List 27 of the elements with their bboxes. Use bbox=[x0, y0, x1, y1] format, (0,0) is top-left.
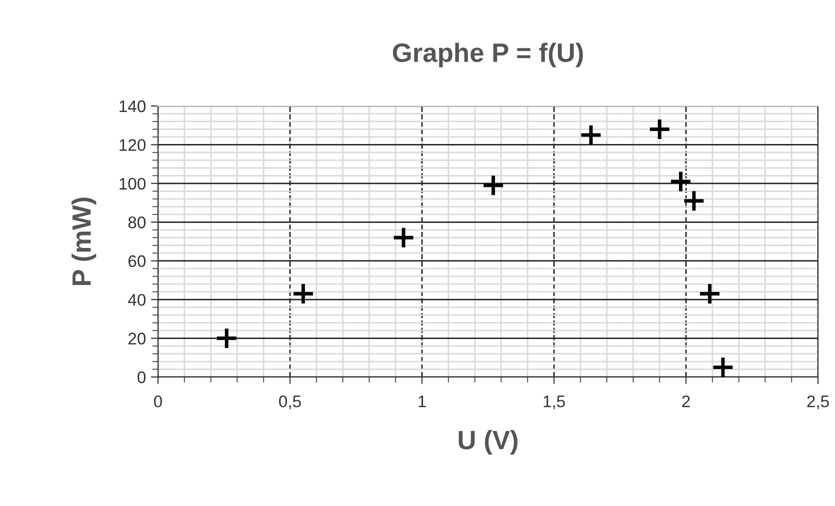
x-tick-label: 1,5 bbox=[544, 396, 565, 410]
point bbox=[580, 124, 602, 146]
y-tick-label: 120 bbox=[120, 139, 146, 151]
point bbox=[392, 226, 415, 250]
x-tick-label: 2 bbox=[682, 395, 690, 408]
y-tick-label: 80 bbox=[128, 216, 146, 228]
point bbox=[215, 326, 238, 350]
point bbox=[292, 282, 315, 306]
y-tick-label: 100 bbox=[120, 178, 146, 190]
x-tick-label: 2,5 bbox=[807, 395, 829, 410]
y-tick-label: 60 bbox=[128, 255, 146, 268]
x-tick-label: 0 bbox=[154, 395, 162, 408]
point bbox=[698, 282, 722, 306]
y-tick-label: 20 bbox=[128, 332, 146, 344]
y-axis-title: P (mW) bbox=[72, 198, 96, 285]
point bbox=[669, 170, 692, 193]
point bbox=[682, 189, 706, 212]
y-tick-label: 0 bbox=[138, 371, 146, 384]
point bbox=[648, 118, 672, 141]
x-tick-label: 0,5 bbox=[279, 395, 301, 410]
x-tick-label: 1 bbox=[418, 396, 426, 408]
x-axis-title: U (V) bbox=[458, 430, 518, 455]
point bbox=[712, 356, 734, 377]
y-tick-label: 140 bbox=[120, 100, 146, 112]
point bbox=[482, 174, 505, 197]
y-tick-label: 40 bbox=[128, 294, 146, 306]
chart-title: Graphe P = f(U) bbox=[392, 42, 583, 68]
